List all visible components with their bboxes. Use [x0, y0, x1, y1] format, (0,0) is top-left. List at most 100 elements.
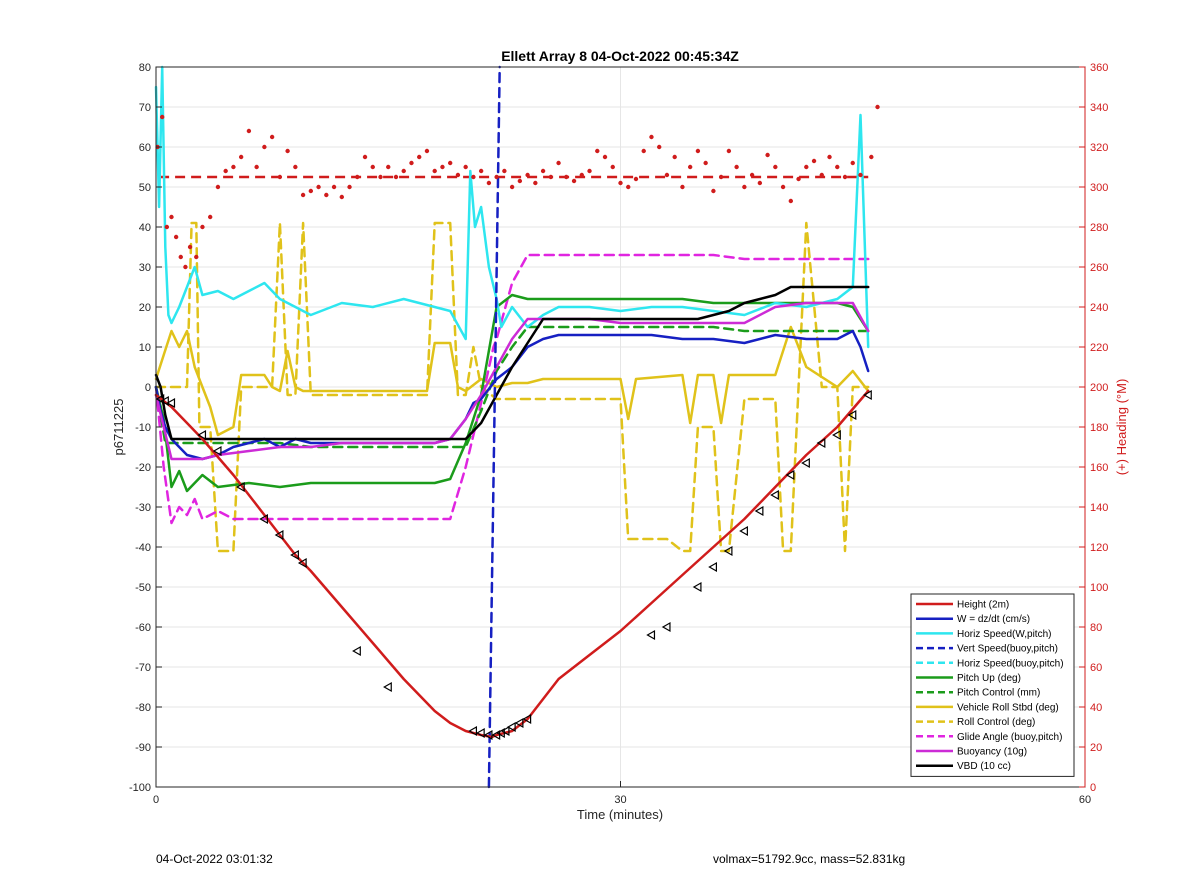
heading-point [796, 176, 801, 182]
sample-marker [197, 429, 207, 441]
y2-tick-label: 340 [1090, 102, 1108, 114]
y-tick-label: -70 [135, 662, 151, 674]
heading-point [308, 188, 314, 194]
series-line [487, 65, 501, 789]
heading-point [726, 148, 732, 154]
heading-point [718, 174, 724, 180]
series-line [154, 65, 870, 349]
heading-point [734, 164, 739, 170]
y-tick-label: -40 [135, 542, 151, 554]
heading-point [285, 148, 290, 154]
y-tick-label: 0 [145, 382, 151, 394]
heading-point [610, 164, 615, 170]
heading-point [200, 224, 205, 230]
heading-point [401, 168, 406, 174]
heading-point [293, 164, 298, 170]
sample-marker [708, 561, 718, 573]
sample-marker [235, 481, 245, 493]
heading-point [757, 180, 763, 186]
heading-point [525, 172, 530, 178]
y2-tick-label: 360 [1090, 62, 1108, 74]
series-line [154, 285, 870, 441]
y-axis-label: p6711225 [111, 399, 126, 456]
legend-entry: Pitch Control (mm) [957, 688, 1040, 699]
sample-marker [832, 429, 841, 441]
heading-point [556, 160, 561, 166]
series-line [154, 325, 870, 449]
footer-timestamp: 04-Oct-2022 03:01:32 [156, 852, 273, 866]
chart-title: Ellett Array 8 04-Oct-2022 00:45:34Z [501, 48, 739, 64]
heading-point [587, 168, 592, 174]
heading-point [238, 154, 244, 160]
heading-point [159, 114, 165, 120]
y-tick-label: 20 [139, 302, 151, 314]
heading-point [695, 148, 701, 154]
legend-entry: VBD (10 cc) [957, 761, 1011, 772]
sample-marker [475, 727, 485, 739]
heading-point [183, 264, 188, 270]
heading-point [432, 168, 437, 174]
y-tick-label: 50 [139, 182, 151, 194]
legend-entry: W = dz/dt (cm/s) [957, 614, 1030, 625]
series-layer [154, 65, 880, 789]
sample-marker [212, 445, 222, 457]
sample-marker [383, 681, 392, 693]
x-axis-label: Time (minutes) [577, 807, 663, 822]
heading-point [223, 168, 228, 174]
series-line [154, 325, 870, 437]
legend-entry: Vehicle Roll Stbd (deg) [957, 702, 1059, 713]
heading-point [277, 174, 283, 180]
y2-tick-label: 300 [1090, 182, 1108, 194]
heading-point [595, 148, 600, 154]
heading-point [502, 168, 507, 174]
heading-point [169, 214, 174, 220]
sample-marker [468, 725, 478, 737]
heading-point [819, 172, 824, 178]
y2-tick-label: 140 [1090, 502, 1108, 514]
sample-marker [522, 713, 532, 725]
y2-tick-label: 320 [1090, 142, 1108, 154]
sample-marker [290, 549, 299, 561]
heading-point [486, 180, 492, 186]
heading-point [564, 174, 569, 180]
heading-point [440, 164, 445, 170]
y-tick-label: -10 [135, 422, 151, 434]
sample-marker [500, 725, 510, 737]
series-line [154, 221, 870, 553]
heading-point [579, 172, 584, 178]
sample-marker [723, 545, 733, 557]
y-tick-label: -100 [129, 782, 151, 794]
x-tick-label: 30 [614, 794, 626, 806]
heading-point [262, 144, 267, 150]
sample-marker [297, 557, 307, 569]
y2-tick-label: 200 [1090, 382, 1108, 394]
legend-entry: Height (2m) [957, 600, 1009, 611]
heading-point [626, 184, 631, 190]
heading-point [742, 184, 747, 190]
sample-marker [816, 437, 826, 449]
heading-point [811, 158, 817, 164]
heading-point [672, 154, 677, 160]
heading-point [509, 184, 515, 190]
sample-marker [274, 529, 284, 541]
legend: Height (2m) W = dz/dt (cm/s) Horiz Speed(W… [910, 593, 1075, 777]
sample-marker [739, 525, 748, 537]
series-line [154, 293, 870, 493]
heading-point [687, 164, 693, 170]
footer-vol-mass: volmax=51792.9cc, mass=52.831kg [713, 852, 906, 866]
heading-point [339, 194, 344, 200]
x-tick-label: 60 [1079, 794, 1091, 806]
y-tick-label: 70 [139, 102, 151, 114]
y2-axis-label: (+) Heading (°M) [1114, 379, 1129, 476]
heading-point [471, 174, 476, 180]
heading-point [827, 154, 832, 160]
heading-point [178, 254, 183, 260]
y-tick-label: 60 [139, 142, 151, 154]
y-tick-label: 30 [139, 262, 151, 274]
sample-marker [692, 581, 702, 593]
sample-marker [770, 489, 779, 501]
heading-point [194, 254, 199, 260]
heading-point [300, 192, 306, 198]
heading-point [215, 184, 221, 190]
